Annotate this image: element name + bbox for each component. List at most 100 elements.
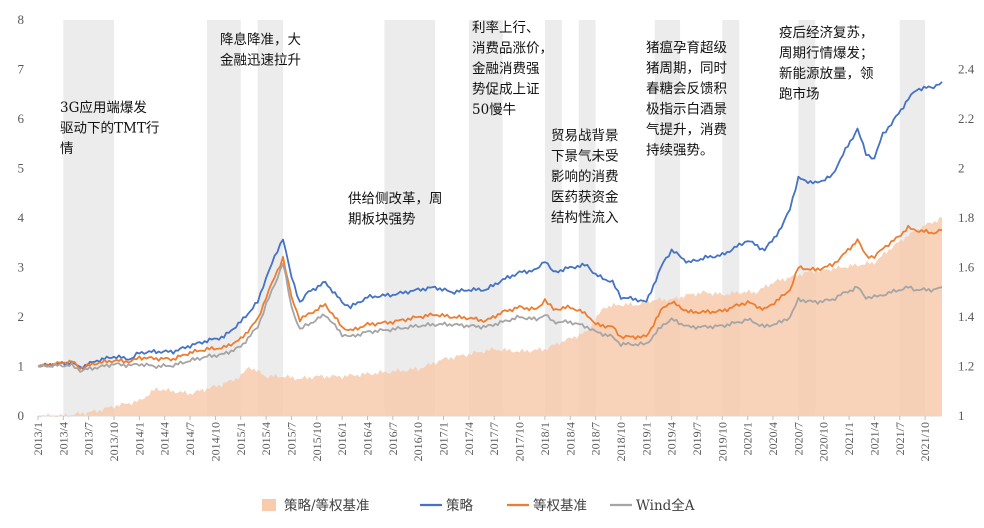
annotation-line: 金融迅速拉升 [220,53,301,69]
y-right-tick-label: 1.6 [958,260,975,275]
y-left-tick-label: 1 [18,359,25,374]
x-tick-label: 2018/7 [589,422,603,455]
x-axis-ticks: 2013/1 2013/4 2013/7 2013/10 2014/1 2014/4 201… [31,416,932,461]
legend-item-3: Wind全A [610,497,695,514]
x-tick-label: 2013/7 [82,422,96,455]
annotation-line: 50慢牛 [472,101,516,118]
x-tick-label: 2018/1 [538,422,552,455]
x-tick-label: 2014/1 [132,422,146,455]
annotation-line: 持续强势。 [646,143,714,159]
x-tick-label: 2014/10 [208,422,222,461]
x-tick-label: 2015/1 [234,422,248,455]
y-left-tick-label: 4 [18,210,25,225]
annotation-line: 气提升，消费 [646,122,727,138]
shaded-period [63,20,115,416]
x-tick-label: 2020/1 [741,422,755,455]
series-1-line [37,81,943,370]
annotation-line: 驱动下的TMT行 [60,121,159,137]
x-tick-label: 2016/10 [411,422,425,461]
x-tick-label: 2015/7 [284,422,298,455]
series-2-line [37,224,943,370]
x-tick-label: 2021/1 [842,422,856,455]
y-right-tick-label: 1.4 [958,309,975,324]
shaded-period [384,20,436,416]
annotation-line: 势促成上证 [472,82,540,98]
annotation-line: 降息降准，大 [220,31,301,48]
x-tick-label: 2013/1 [31,422,45,455]
annotation-line: 跑市场 [779,86,820,103]
x-tick-label: 2021/4 [867,422,881,455]
annotation-line: 金融消费强 [472,61,540,77]
x-tick-label: 2014/7 [183,422,197,455]
legend-swatch [262,499,276,511]
x-tick-label: 2013/10 [107,422,121,461]
y-right-tick-label: 1 [958,408,965,423]
x-tick-label: 2021/10 [918,422,932,461]
x-tick-label: 2015/4 [259,422,273,455]
x-tick-label: 2020/7 [791,422,805,455]
x-tick-label: 2017/1 [437,422,451,455]
y-right-tick-label: 2.2 [958,111,974,126]
x-tick-label: 2014/4 [158,422,172,455]
annotation-line: 结构性流入 [551,210,619,226]
legend-item-0: 策略/等权基准 [262,497,370,514]
legend-item-2: 等权基准 [507,497,587,514]
legend-label: 策略 [446,497,473,514]
x-tick-label: 2017/7 [487,422,501,455]
annotation-line: 期板块强势 [348,212,416,228]
x-tick-label: 2019/10 [715,422,729,461]
y-left-tick-label: 3 [18,260,25,275]
line-series-layer [37,81,943,373]
annotation-line: 3G应用端爆发 [60,99,147,116]
annotation-line: 贸易战背景 [551,128,619,144]
right-y-axis-ticks: 1 1.2 1.4 1.6 1.8 2 2.2 2.4 [958,62,975,424]
x-tick-label: 2019/1 [639,422,653,455]
x-tick-label: 2019/7 [690,422,704,455]
legend-label: 等权基准 [533,497,587,514]
annotation-line: 影响的消费 [551,169,619,185]
y-left-tick-label: 0 [18,408,25,423]
y-right-tick-label: 1.8 [958,210,974,225]
x-tick-label: 2016/1 [335,422,349,455]
annotation-line: 极指示白酒景 [646,102,727,118]
legend: 策略/等权基准 策略 等权基准 Wind全A [262,497,695,514]
annotation-line: 情 [60,141,74,157]
x-tick-label: 2017/10 [513,422,527,461]
x-tick-label: 2019/4 [665,422,679,455]
y-left-tick-label: 7 [18,62,25,77]
x-tick-label: 2018/4 [563,422,577,455]
annotation-line: 供给侧改革，周 [348,191,443,207]
y-left-tick-label: 5 [18,161,25,176]
annotation-line: 消费品涨价， [472,41,553,57]
y-right-tick-label: 2.4 [958,62,975,77]
y-right-tick-label: 2 [958,161,965,176]
y-left-tick-label: 2 [18,309,25,324]
ratio-area-layer [38,216,942,418]
x-tick-label: 2020/10 [817,422,831,461]
shaded-period [578,20,596,416]
annotation-line: 猪周期，同时 [646,61,727,77]
x-tick-label: 2020/4 [766,422,780,455]
annotation-line: 猪瘟孕育超级 [646,39,727,56]
legend-label: 策略/等权基准 [284,497,370,514]
annotation-line: 周期行情爆发； [779,46,874,62]
legend-label: Wind全A [636,497,695,514]
annotation-line: 下景气未受 [551,149,619,165]
annotation-line: 春糖会反馈积 [646,81,727,97]
x-tick-label: 2016/7 [386,422,400,455]
annotation-line: 利率上行、 [472,19,540,36]
series-0-area [38,216,942,418]
y-left-tick-label: 6 [18,111,25,126]
x-tick-label: 2021/7 [893,422,907,455]
annotation-line: 疫后经济复苏， [779,24,874,41]
legend-item-1: 策略 [420,497,473,514]
